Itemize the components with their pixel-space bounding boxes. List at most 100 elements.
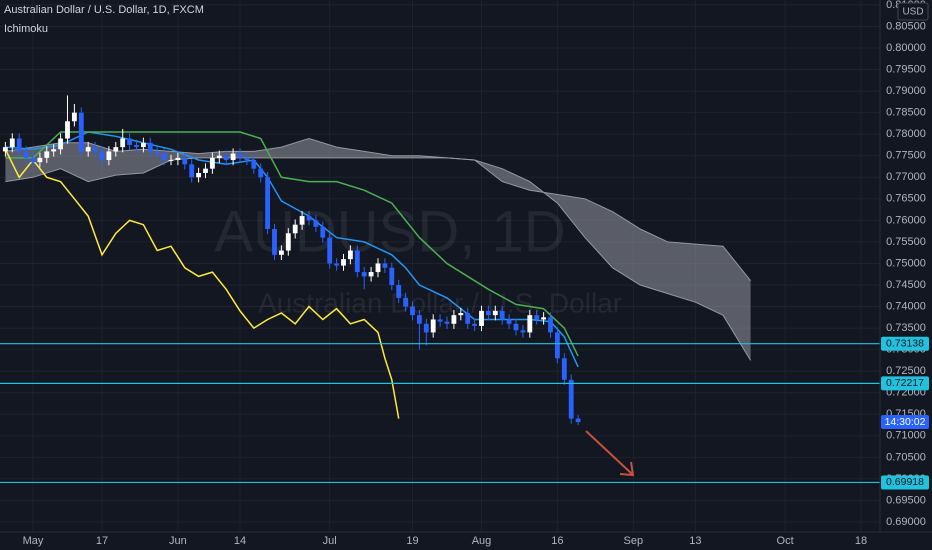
x-tick-label: 14 <box>234 535 246 547</box>
chart-title: Australian Dollar / U.S. Dollar, 1D, FXC… <box>4 4 204 16</box>
candle-body <box>520 330 526 333</box>
candle-body <box>203 168 208 173</box>
candle-body <box>223 155 229 161</box>
x-tick-label: May <box>23 535 44 547</box>
y-tick-label: 0.70500 <box>886 451 926 463</box>
candle-body <box>306 216 312 221</box>
watermark-subtitle: Australian Dollar / U.S. Dollar <box>258 287 622 318</box>
y-tick-label: 0.74500 <box>886 279 926 291</box>
candle-body <box>51 149 57 152</box>
candle-body <box>23 151 29 158</box>
candle-body <box>113 147 119 152</box>
candle-body <box>568 379 574 419</box>
candle-body <box>444 321 450 324</box>
candle-body <box>492 310 498 316</box>
y-tick-label: 0.76500 <box>886 193 926 205</box>
y-tick-label: 0.78000 <box>886 128 926 140</box>
y-tick-label: 0.74000 <box>886 300 926 312</box>
candle-body <box>16 138 22 152</box>
candle-body <box>410 306 415 316</box>
candle-body <box>140 142 146 148</box>
candle-body <box>472 323 478 326</box>
candle-body <box>292 224 298 234</box>
candle-body <box>554 332 560 359</box>
x-tick-label: Oct <box>777 535 794 547</box>
candle-body <box>347 250 353 260</box>
level-label-box <box>881 376 929 391</box>
candle-body <box>182 157 188 165</box>
y-tick-label: 0.72500 <box>886 365 926 377</box>
x-tick-label: 16 <box>551 535 563 547</box>
candle-body <box>99 151 105 161</box>
level-label: 0.72217 <box>886 377 924 389</box>
candle-body <box>147 142 153 152</box>
candle-body <box>320 226 326 238</box>
indicator-name: Ichimoku <box>4 23 48 35</box>
candle-body <box>499 310 505 320</box>
y-tick-label: 0.69500 <box>886 494 926 506</box>
y-tick-label: 0.79500 <box>886 63 926 75</box>
candle-body <box>65 121 70 139</box>
candle-body <box>575 418 581 423</box>
candle-body <box>403 297 409 307</box>
candle-body <box>265 177 271 229</box>
candle-body <box>9 138 15 148</box>
indicator-line <box>4 148 400 419</box>
candle-body <box>382 263 388 268</box>
x-tick-label: 13 <box>689 535 701 547</box>
currency[interactable]: USD <box>902 7 923 18</box>
candle-body <box>37 157 43 163</box>
candle-body <box>168 160 174 162</box>
currency-box[interactable] <box>897 2 929 21</box>
candle-body <box>354 250 360 273</box>
candle-body <box>361 272 367 277</box>
candle-body <box>548 317 553 333</box>
cloud-edge <box>5 137 751 282</box>
candle-body <box>285 233 291 251</box>
candle-body <box>375 263 381 273</box>
candle-body <box>396 285 402 298</box>
y-tick-label: 0.78500 <box>886 107 926 119</box>
candle-body <box>71 112 77 122</box>
level-label: 0.73138 <box>886 337 924 349</box>
candle-body <box>423 323 429 333</box>
candle-body <box>92 147 98 152</box>
level-label: 0.69918 <box>886 476 924 488</box>
candle-body <box>154 151 160 154</box>
candle-body <box>299 216 305 225</box>
y-tick-label: 0.80500 <box>886 20 926 32</box>
axes: 0.690000.695000.700000.705000.710000.715… <box>23 0 929 547</box>
x-tick-label: Aug <box>472 535 492 547</box>
y-tick-label: 0.80000 <box>886 42 926 54</box>
candle-body <box>120 138 126 148</box>
candle-body <box>451 315 457 324</box>
candle-body <box>134 144 139 148</box>
candle-body <box>127 138 133 145</box>
candle-body <box>479 310 484 326</box>
y-tick-label: 0.77000 <box>886 171 926 183</box>
candle-body <box>527 315 533 333</box>
indicator-line <box>5 131 579 357</box>
candle-body <box>341 259 346 266</box>
candle-body <box>196 172 202 178</box>
candle-body <box>2 147 8 152</box>
candle-body <box>106 151 112 161</box>
cloud-fill <box>5 138 751 361</box>
candle-body <box>272 228 277 255</box>
candle-body <box>534 315 540 320</box>
candle-body <box>30 157 36 163</box>
candle-body <box>437 319 443 322</box>
countdown-box <box>881 415 929 430</box>
candle-body <box>251 160 257 169</box>
candle-body <box>209 157 215 169</box>
candle-body <box>368 272 374 277</box>
x-tick-label: 17 <box>96 535 108 547</box>
candle-body <box>161 153 167 161</box>
candle-body <box>506 319 512 324</box>
countdown: 14:30:02 <box>885 416 926 428</box>
candle-body <box>244 157 250 161</box>
candle-body <box>513 323 519 331</box>
y-tick-label: 0.75500 <box>886 236 926 248</box>
